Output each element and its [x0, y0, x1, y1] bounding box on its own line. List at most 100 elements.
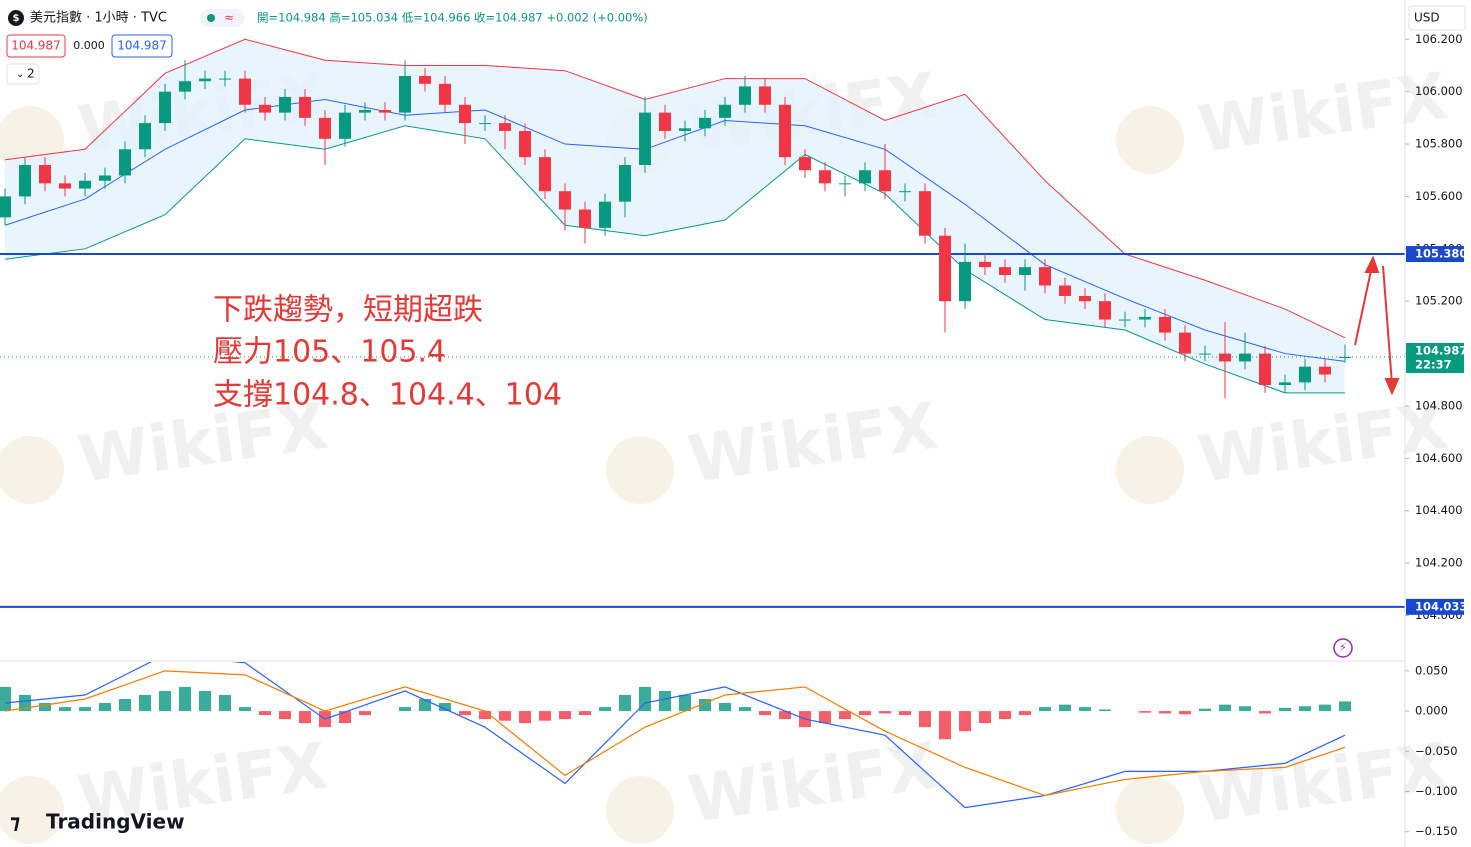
histogram-bar [219, 694, 231, 712]
logo-mark: ⁊ [10, 810, 20, 834]
candle-body [59, 183, 71, 189]
histogram-bar [0, 686, 11, 712]
y-tick-label: 104.400 [1415, 503, 1463, 517]
histogram-bar [199, 690, 211, 712]
candle-body [1319, 366, 1331, 375]
histogram-bar [119, 699, 131, 712]
histogram-bar [1279, 707, 1291, 712]
candle-body [619, 165, 631, 202]
arrow-up [1354, 265, 1373, 346]
histogram-bar [739, 707, 751, 712]
watermark-logo [1116, 776, 1184, 844]
candle-body [539, 157, 551, 192]
candle-body [1079, 295, 1091, 302]
histogram-bar [1259, 711, 1271, 714]
candle-body [319, 117, 331, 139]
candle-body [879, 170, 891, 192]
histogram-bar [1299, 706, 1311, 712]
candle-body [439, 83, 451, 105]
candle-body [259, 104, 271, 113]
candle-body [479, 123, 491, 125]
candle-body [939, 235, 951, 302]
candle-body [459, 104, 471, 124]
y-tick-label: 104.200 [1415, 556, 1463, 570]
histogram-bar [1339, 701, 1351, 712]
candle-body [899, 191, 911, 193]
alert-glyph: ⚡ [1339, 641, 1347, 654]
status-icon: ≈ [224, 11, 234, 25]
histogram-bar [939, 711, 951, 740]
histogram-bar [299, 711, 311, 724]
y-tick-label: 105.200 [1415, 294, 1463, 308]
candle-body [1059, 285, 1071, 296]
macd-pane [0, 662, 1351, 809]
histogram-bar [759, 711, 771, 716]
histogram-bar [1219, 704, 1231, 712]
currency-box[interactable] [1408, 5, 1466, 31]
candle-body [1039, 267, 1051, 286]
candle-body [239, 78, 251, 105]
ask-box[interactable] [111, 34, 173, 58]
histogram-bar [1019, 711, 1031, 716]
histogram-bar [639, 686, 651, 712]
candle-body [839, 183, 851, 185]
candle-body [979, 261, 991, 268]
indicator-count: 2 [27, 67, 35, 81]
indicator-toggle[interactable] [6, 63, 40, 85]
watermark-logo [0, 436, 64, 504]
candle-body [1139, 316, 1151, 320]
annotation-line: 支撐104.8、104.4、104 [213, 378, 562, 413]
histogram-bar [479, 711, 491, 720]
countdown: 22:37 [1415, 357, 1452, 371]
histogram-bar [1199, 708, 1211, 712]
histogram-bar [599, 707, 611, 712]
currency: USD [1414, 11, 1440, 25]
watermark-logo [1116, 106, 1184, 174]
band-lower [4, 125, 1345, 394]
candle-body [1279, 382, 1291, 385]
hline-label: 104.033 [1415, 599, 1467, 613]
histogram-bar [99, 703, 111, 712]
histogram-bar [79, 707, 91, 712]
histogram-bar [899, 711, 911, 716]
annotation-line: 壓力105、105.4 [213, 335, 446, 370]
annotation-line: 下跌趨勢，短期超跌 [213, 293, 483, 328]
candle-body [179, 81, 191, 92]
candle-body [1179, 332, 1191, 354]
bid-box[interactable] [6, 34, 66, 58]
hline-label-box [1406, 246, 1464, 263]
status-pill[interactable] [200, 9, 244, 27]
histogram-bar [839, 711, 851, 720]
histogram-bar [39, 703, 51, 712]
status-dot [207, 14, 215, 22]
candle-body [1099, 301, 1111, 320]
candle-body [679, 128, 691, 131]
histogram-bar [879, 711, 891, 714]
candle-body [759, 86, 771, 105]
candle-body [499, 123, 511, 131]
hline-label: 105.380 [1415, 247, 1467, 261]
spread: 0.000 [73, 39, 105, 52]
candle-body [1219, 353, 1231, 362]
candle-body [959, 261, 971, 302]
alert-icon[interactable] [1333, 638, 1353, 658]
candle-body [599, 201, 611, 228]
watermark-logo [0, 776, 64, 844]
histogram-bar [359, 711, 371, 716]
candle-body [19, 165, 31, 197]
y2-tick-label: 0.000 [1415, 704, 1448, 718]
histogram-bar [1079, 707, 1091, 712]
candle-body [919, 191, 931, 236]
candle-body [579, 209, 591, 228]
histogram-bar [779, 711, 791, 720]
histogram-bar [559, 711, 571, 720]
candle-body [199, 78, 211, 82]
ohlc: 開=104.984 高=105.034 低=104.966 收=104.987 … [257, 11, 648, 25]
watermark-logo [606, 436, 674, 504]
candle-body [1119, 319, 1131, 321]
candle-body [779, 104, 791, 158]
candle-body [139, 123, 151, 150]
candle-body [379, 110, 391, 113]
histogram-bar [339, 711, 351, 724]
candle-body [719, 104, 731, 118]
